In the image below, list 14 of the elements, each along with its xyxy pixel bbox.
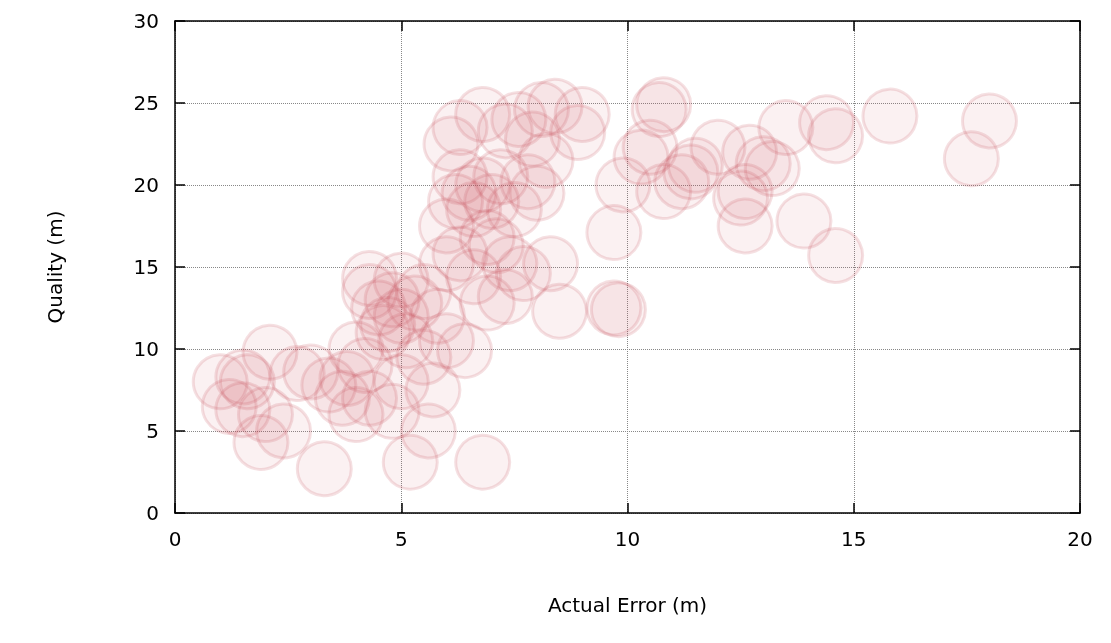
y-tick-label: 30: [133, 9, 159, 33]
x-tick-label: 0: [168, 527, 182, 551]
x-tick-label: 5: [394, 527, 408, 551]
x-tick-label: 20: [1067, 527, 1093, 551]
y-tick-label: 20: [133, 173, 159, 197]
y-tick-label: 10: [133, 337, 159, 361]
y-tick-label: 0: [146, 501, 159, 525]
x-tick-label: 10: [614, 527, 641, 551]
x-tick-label: 15: [841, 527, 867, 551]
y-tick-label: 15: [133, 255, 159, 279]
y-axis-title: Quality (m): [43, 210, 67, 324]
y-tick-label: 5: [146, 419, 159, 443]
y-tick-label: 25: [133, 91, 159, 115]
x-axis-title: Actual Error (m): [547, 593, 708, 617]
